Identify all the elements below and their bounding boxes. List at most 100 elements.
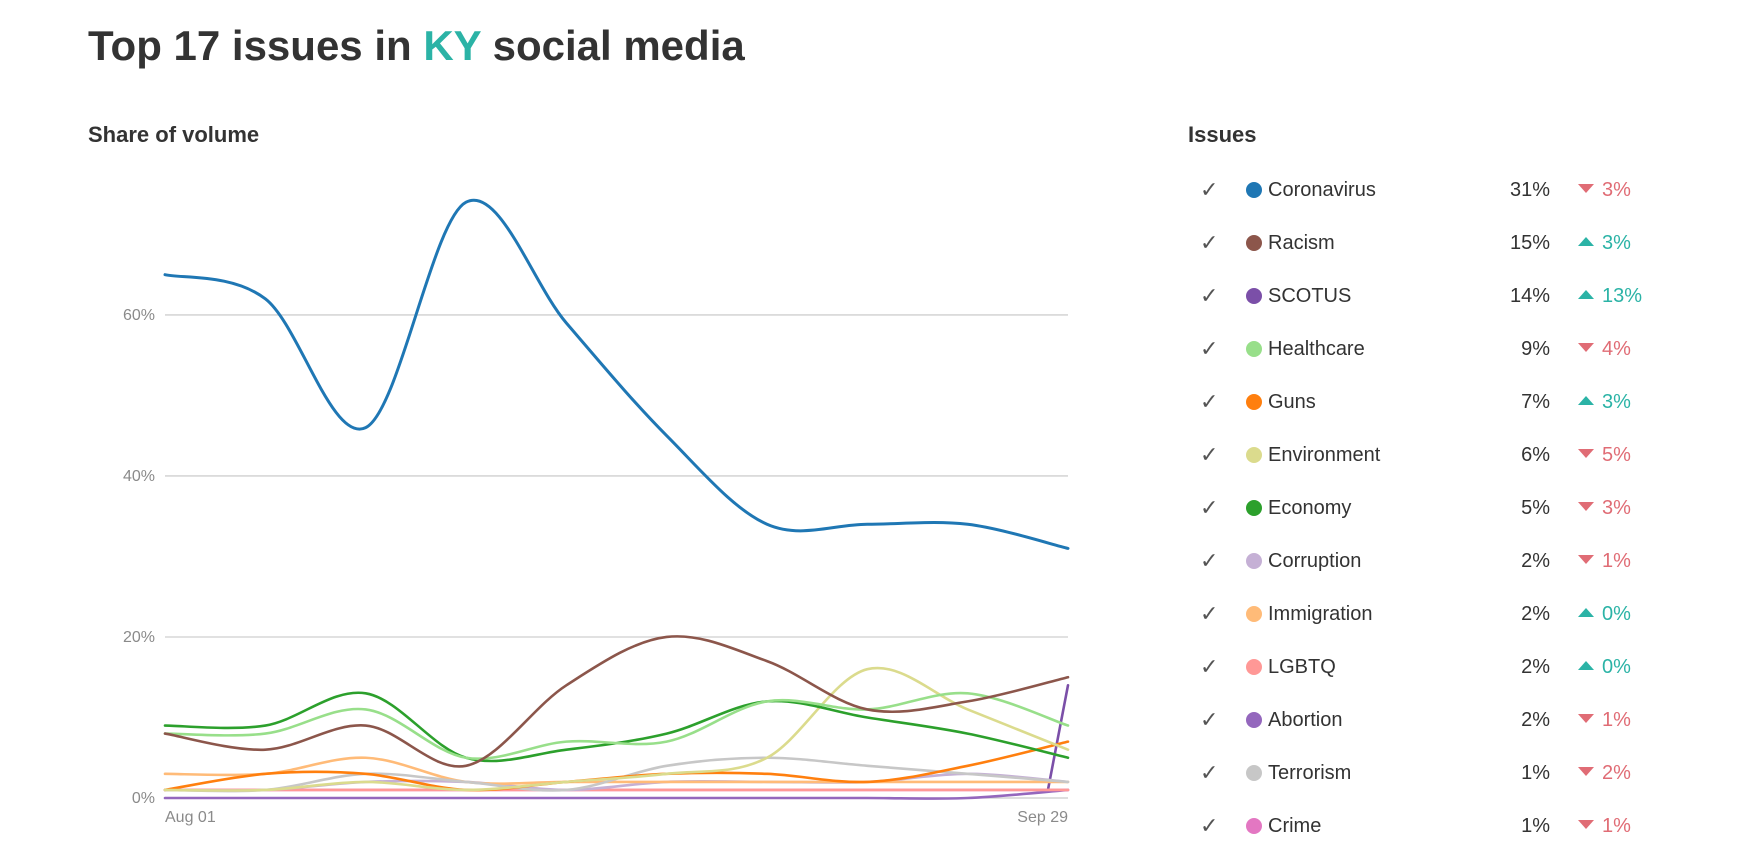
issue-change-value: 3% [1602, 391, 1631, 413]
triangle-down-icon [1578, 767, 1594, 777]
issue-name: Economy [1268, 497, 1352, 519]
issue-change-value: 3% [1602, 179, 1631, 201]
issue-name: Guns [1268, 391, 1316, 413]
issue-name: Healthcare [1268, 338, 1365, 360]
series-color-dot [1246, 712, 1262, 728]
series-color-dot [1246, 341, 1262, 357]
issue-row[interactable]: ✓ LGBTQ 2% 0% [1200, 647, 1680, 687]
checkmark-icon[interactable]: ✓ [1200, 707, 1219, 732]
issue-share: 15% [1509, 232, 1550, 254]
issue-row[interactable]: ✓ Crime 1% 1% [1200, 806, 1680, 846]
issue-change: 1% [1578, 700, 1631, 740]
issue-row[interactable]: ✓ SCOTUS 14% 13% [1200, 276, 1680, 316]
issue-row[interactable]: ✓ Guns 7% 3% [1200, 382, 1680, 422]
issue-row[interactable]: ✓ Abortion 2% 1% [1200, 700, 1680, 740]
issue-change: 3% [1578, 170, 1631, 210]
issue-change: 0% [1578, 647, 1631, 687]
issue-change: 3% [1578, 488, 1631, 528]
triangle-up-icon [1578, 608, 1594, 618]
series-line-immigration [163, 756, 1070, 785]
issue-share: 14% [1509, 285, 1550, 307]
issue-change-value: 4% [1602, 338, 1631, 360]
checkmark-icon[interactable]: ✓ [1200, 548, 1219, 573]
share-of-volume-chart: 0% 20% 40% 60% Aug 01 Sep 29 [123, 198, 1070, 826]
checkmark-icon[interactable]: ✓ [1200, 813, 1219, 838]
issue-change: 2% [1578, 753, 1631, 793]
series-color-dot [1246, 182, 1262, 198]
issue-share: 31% [1509, 179, 1550, 201]
issue-name: LGBTQ [1268, 656, 1336, 678]
triangle-up-icon [1578, 237, 1594, 247]
issue-share: 1% [1521, 815, 1550, 837]
checkmark-icon[interactable]: ✓ [1200, 389, 1219, 414]
issue-change-value: 5% [1602, 444, 1631, 466]
issue-share: 2% [1521, 550, 1550, 572]
issue-row[interactable]: ✓ Coronavirus 31% 3% [1200, 170, 1680, 210]
issue-change-value: 2% [1602, 762, 1631, 784]
checkmark-icon[interactable]: ✓ [1200, 442, 1219, 467]
issue-row[interactable]: ✓ Environment 6% 5% [1200, 435, 1680, 475]
series-color-dot [1246, 659, 1262, 675]
x-tick-label: Sep 29 [1017, 809, 1068, 826]
issue-name: Immigration [1268, 603, 1373, 625]
issue-change: 0% [1578, 594, 1631, 634]
issue-share: 9% [1521, 338, 1550, 360]
issue-name: Crime [1268, 815, 1322, 837]
y-tick-label: 0% [132, 790, 155, 807]
series-color-dot [1246, 765, 1262, 781]
issue-change-value: 0% [1602, 603, 1631, 625]
checkmark-icon[interactable]: ✓ [1200, 283, 1219, 308]
issue-change: 5% [1578, 435, 1631, 475]
checkmark-icon[interactable]: ✓ [1200, 601, 1219, 626]
checkmark-icon[interactable]: ✓ [1200, 177, 1219, 202]
chart-title: Share of volume [88, 122, 260, 147]
title-prefix: Top 17 issues in [88, 22, 412, 69]
checkmark-icon[interactable]: ✓ [1200, 760, 1219, 785]
issues-title: Issues [1188, 122, 1257, 147]
checkmark-icon[interactable]: ✓ [1200, 654, 1219, 679]
x-tick-label: Aug 01 [165, 809, 216, 826]
issue-change-value: 3% [1602, 497, 1631, 519]
triangle-down-icon [1578, 820, 1594, 830]
triangle-down-icon [1578, 449, 1594, 459]
issue-change: 3% [1578, 382, 1631, 422]
series-color-dot [1246, 553, 1262, 569]
issue-share: 2% [1521, 656, 1550, 678]
triangle-up-icon [1578, 290, 1594, 300]
issue-row[interactable]: ✓ Terrorism 1% 2% [1200, 753, 1680, 793]
series-line-healthcare [163, 691, 1070, 760]
issue-name: Terrorism [1268, 762, 1352, 784]
issue-row[interactable]: ✓ Racism 15% 3% [1200, 223, 1680, 263]
title-suffix: social media [492, 22, 745, 69]
series-color-dot [1246, 235, 1262, 251]
triangle-down-icon [1578, 714, 1594, 724]
issue-name: Abortion [1268, 709, 1343, 731]
series-color-dot [1246, 606, 1262, 622]
checkmark-icon[interactable]: ✓ [1200, 495, 1219, 520]
checkmark-icon[interactable]: ✓ [1200, 230, 1219, 255]
issue-row[interactable]: ✓ Healthcare 9% 4% [1200, 329, 1680, 369]
series-line-abortion [163, 788, 1070, 800]
series-line-scotus [1046, 683, 1070, 792]
triangle-down-icon [1578, 184, 1594, 194]
y-tick-label: 60% [123, 307, 155, 324]
triangle-down-icon [1578, 502, 1594, 512]
issue-row[interactable]: ✓ Immigration 2% 0% [1200, 594, 1680, 634]
series-line-coronavirus [163, 198, 1070, 550]
issue-change-value: 1% [1602, 709, 1631, 731]
issue-name: Racism [1268, 232, 1335, 254]
series-color-dot [1246, 394, 1262, 410]
issue-change: 1% [1578, 541, 1631, 581]
issue-share: 1% [1521, 762, 1550, 784]
issue-change-value: 1% [1602, 550, 1631, 572]
checkmark-icon[interactable]: ✓ [1200, 336, 1219, 361]
y-tick-label: 40% [123, 468, 155, 485]
issue-change: 3% [1578, 223, 1631, 263]
issue-row[interactable]: ✓ Economy 5% 3% [1200, 488, 1680, 528]
triangle-up-icon [1578, 396, 1594, 406]
issue-share: 6% [1521, 444, 1550, 466]
issue-share: 7% [1521, 391, 1550, 413]
triangle-down-icon [1578, 555, 1594, 565]
issue-row[interactable]: ✓ Corruption 2% 1% [1200, 541, 1680, 581]
issue-name: Corruption [1268, 550, 1362, 572]
